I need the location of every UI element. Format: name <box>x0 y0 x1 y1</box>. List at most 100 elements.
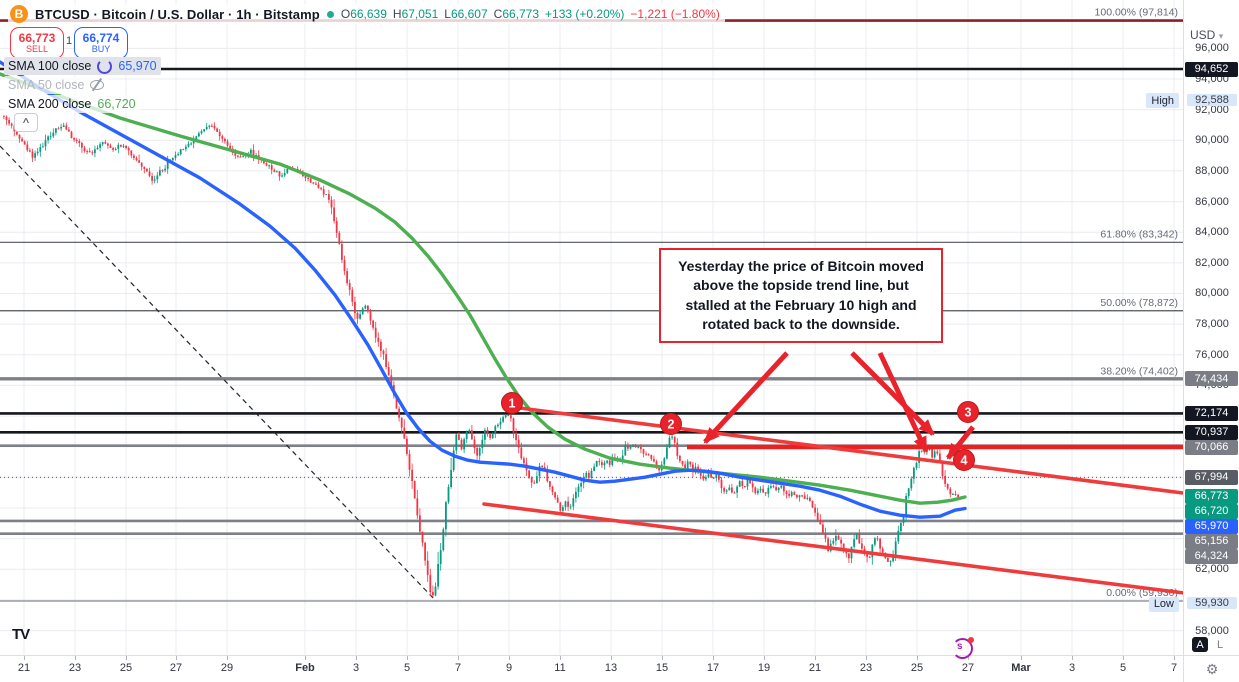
svg-text:1: 1 <box>509 397 516 411</box>
price-label: 96,000 <box>1195 42 1229 55</box>
time-tick <box>815 656 816 660</box>
price-badge-65156: 65,156 <box>1185 533 1238 549</box>
price-axis[interactable]: 96,000 94,000 92,000 90,000 88,000 86,000 84,0… <box>1183 0 1239 655</box>
chevron-up-icon: ^ <box>22 116 30 129</box>
time-label: 23 <box>68 662 82 674</box>
annotation-arrow[interactable] <box>850 351 935 436</box>
time-tick <box>560 656 561 660</box>
buy-button[interactable]: 66,774 BUY <box>74 27 128 59</box>
change-value: +133 (+0.20%) <box>545 7 625 21</box>
price-label: 80,000 <box>1195 287 1229 300</box>
time-tick <box>509 656 510 660</box>
time-label: 27 <box>961 662 975 674</box>
numbered-marker-1[interactable]: 1 <box>501 392 523 414</box>
high-value: 67,051 <box>401 7 439 21</box>
time-label: 3 <box>352 662 360 674</box>
time-tick <box>764 656 765 660</box>
auto-scale-button[interactable]: A <box>1192 637 1208 652</box>
price-badge-66720: 66,720 <box>1185 503 1238 519</box>
annotation-arrow[interactable] <box>946 425 975 460</box>
indicator-row-sma50[interactable]: SMA 50 close <box>4 76 109 94</box>
time-tick <box>713 656 714 660</box>
annotation-arrow[interactable] <box>877 351 929 453</box>
eye-off-icon[interactable] <box>90 80 105 90</box>
sma100-value: 65,970 <box>118 59 157 73</box>
time-tick <box>1021 656 1022 660</box>
time-tick <box>24 656 25 660</box>
time-label: 25 <box>910 662 924 674</box>
price-badge-70066: 70,066 <box>1185 439 1238 455</box>
time-tick <box>1072 656 1073 660</box>
time-tick <box>1174 656 1175 660</box>
currency-selector[interactable]: USD ▾ <box>1190 28 1224 42</box>
price-label: 62,000 <box>1195 563 1229 576</box>
time-label: 23 <box>859 662 873 674</box>
high-price-value: 92,588 <box>1187 93 1237 106</box>
spread-value: 1 <box>66 35 73 47</box>
market-status-icon <box>326 10 334 18</box>
price-label: 82,000 <box>1195 256 1229 269</box>
time-label: 13 <box>604 662 618 674</box>
price-badge-65970: 65,970 <box>1185 518 1238 534</box>
price-badge-66773: 66,773 <box>1185 488 1238 504</box>
collapse-legend-button[interactable]: ^ <box>14 113 38 132</box>
indicator-row-sma200[interactable]: SMA 200 close 66,720 <box>4 95 140 113</box>
time-tick <box>305 656 306 660</box>
fib-label: 61.80% (83,342) <box>1100 228 1178 240</box>
lightning-icon: s <box>957 641 963 652</box>
symbol-legend[interactable]: B BTCUSD · Bitcoin / U.S. Dollar · 1h · … <box>8 4 725 24</box>
svg-text:4: 4 <box>961 454 968 468</box>
time-tick <box>407 656 408 660</box>
svg-text:2: 2 <box>668 418 675 432</box>
price-label: 76,000 <box>1195 348 1229 361</box>
candlesticks <box>3 115 959 598</box>
chevron-down-icon: ▾ <box>1218 31 1224 41</box>
time-label: 11 <box>554 662 566 674</box>
tradingview-logo[interactable]: TV <box>12 626 30 643</box>
loading-spinner-icon <box>97 58 113 74</box>
sma200-line[interactable] <box>0 72 967 505</box>
time-label: 19 <box>757 662 771 674</box>
time-tick <box>176 656 177 660</box>
numbered-marker-2[interactable]: 2 <box>660 413 682 435</box>
auto-refresh-icon[interactable]: s <box>952 637 974 659</box>
price-badge-70937: 70,937 <box>1185 424 1238 440</box>
time-label: 3 <box>1068 662 1076 674</box>
sma100-line[interactable] <box>0 60 967 519</box>
time-label: 15 <box>655 662 669 674</box>
close-value: 66,773 <box>502 7 540 21</box>
low-value: 66,607 <box>450 7 488 21</box>
numbered-marker-4[interactable]: 4 <box>953 449 975 471</box>
annotation-text: Yesterday the price of Bitcoin moved abo… <box>678 258 924 332</box>
time-label: 17 <box>706 662 720 674</box>
time-axis[interactable]: 21 23 25 27 29 Feb 3 5 7 9 11 13 15 17 19 21 23 25 27 Mar 3 5… <box>0 655 1183 682</box>
time-tick <box>1123 656 1124 660</box>
scale-toggles: A L <box>1192 637 1228 652</box>
time-tick <box>917 656 918 660</box>
bitcoin-logo-icon: B <box>10 5 28 23</box>
indicator-row-sma100[interactable]: SMA 100 close 65,970 <box>4 57 161 75</box>
time-label: Feb <box>295 662 315 674</box>
gear-icon[interactable]: ⚙ <box>1205 661 1219 677</box>
fib-label: 38.20% (74,402) <box>1100 365 1178 377</box>
numbered-marker-3[interactable]: 3 <box>957 401 979 423</box>
annotation-arrow[interactable] <box>703 351 789 444</box>
fib-label: 50.00% (78,872) <box>1100 297 1178 309</box>
time-label: 21 <box>17 662 31 674</box>
trendline[interactable] <box>482 502 1194 596</box>
dashed-trendline[interactable] <box>0 145 437 602</box>
high-chip: High <box>1146 93 1179 109</box>
time-tick <box>75 656 76 660</box>
time-tick <box>227 656 228 660</box>
sell-button[interactable]: 66,773 SELL <box>10 27 64 59</box>
time-label: 7 <box>1170 662 1178 674</box>
time-label: 21 <box>808 662 822 674</box>
annotation-text-box[interactable]: Yesterday the price of Bitcoin moved abo… <box>659 248 943 344</box>
price-label: 88,000 <box>1195 164 1229 177</box>
log-scale-button[interactable]: L <box>1216 638 1224 651</box>
time-tick <box>968 656 969 660</box>
time-tick <box>866 656 867 660</box>
trendline[interactable] <box>510 405 1185 495</box>
